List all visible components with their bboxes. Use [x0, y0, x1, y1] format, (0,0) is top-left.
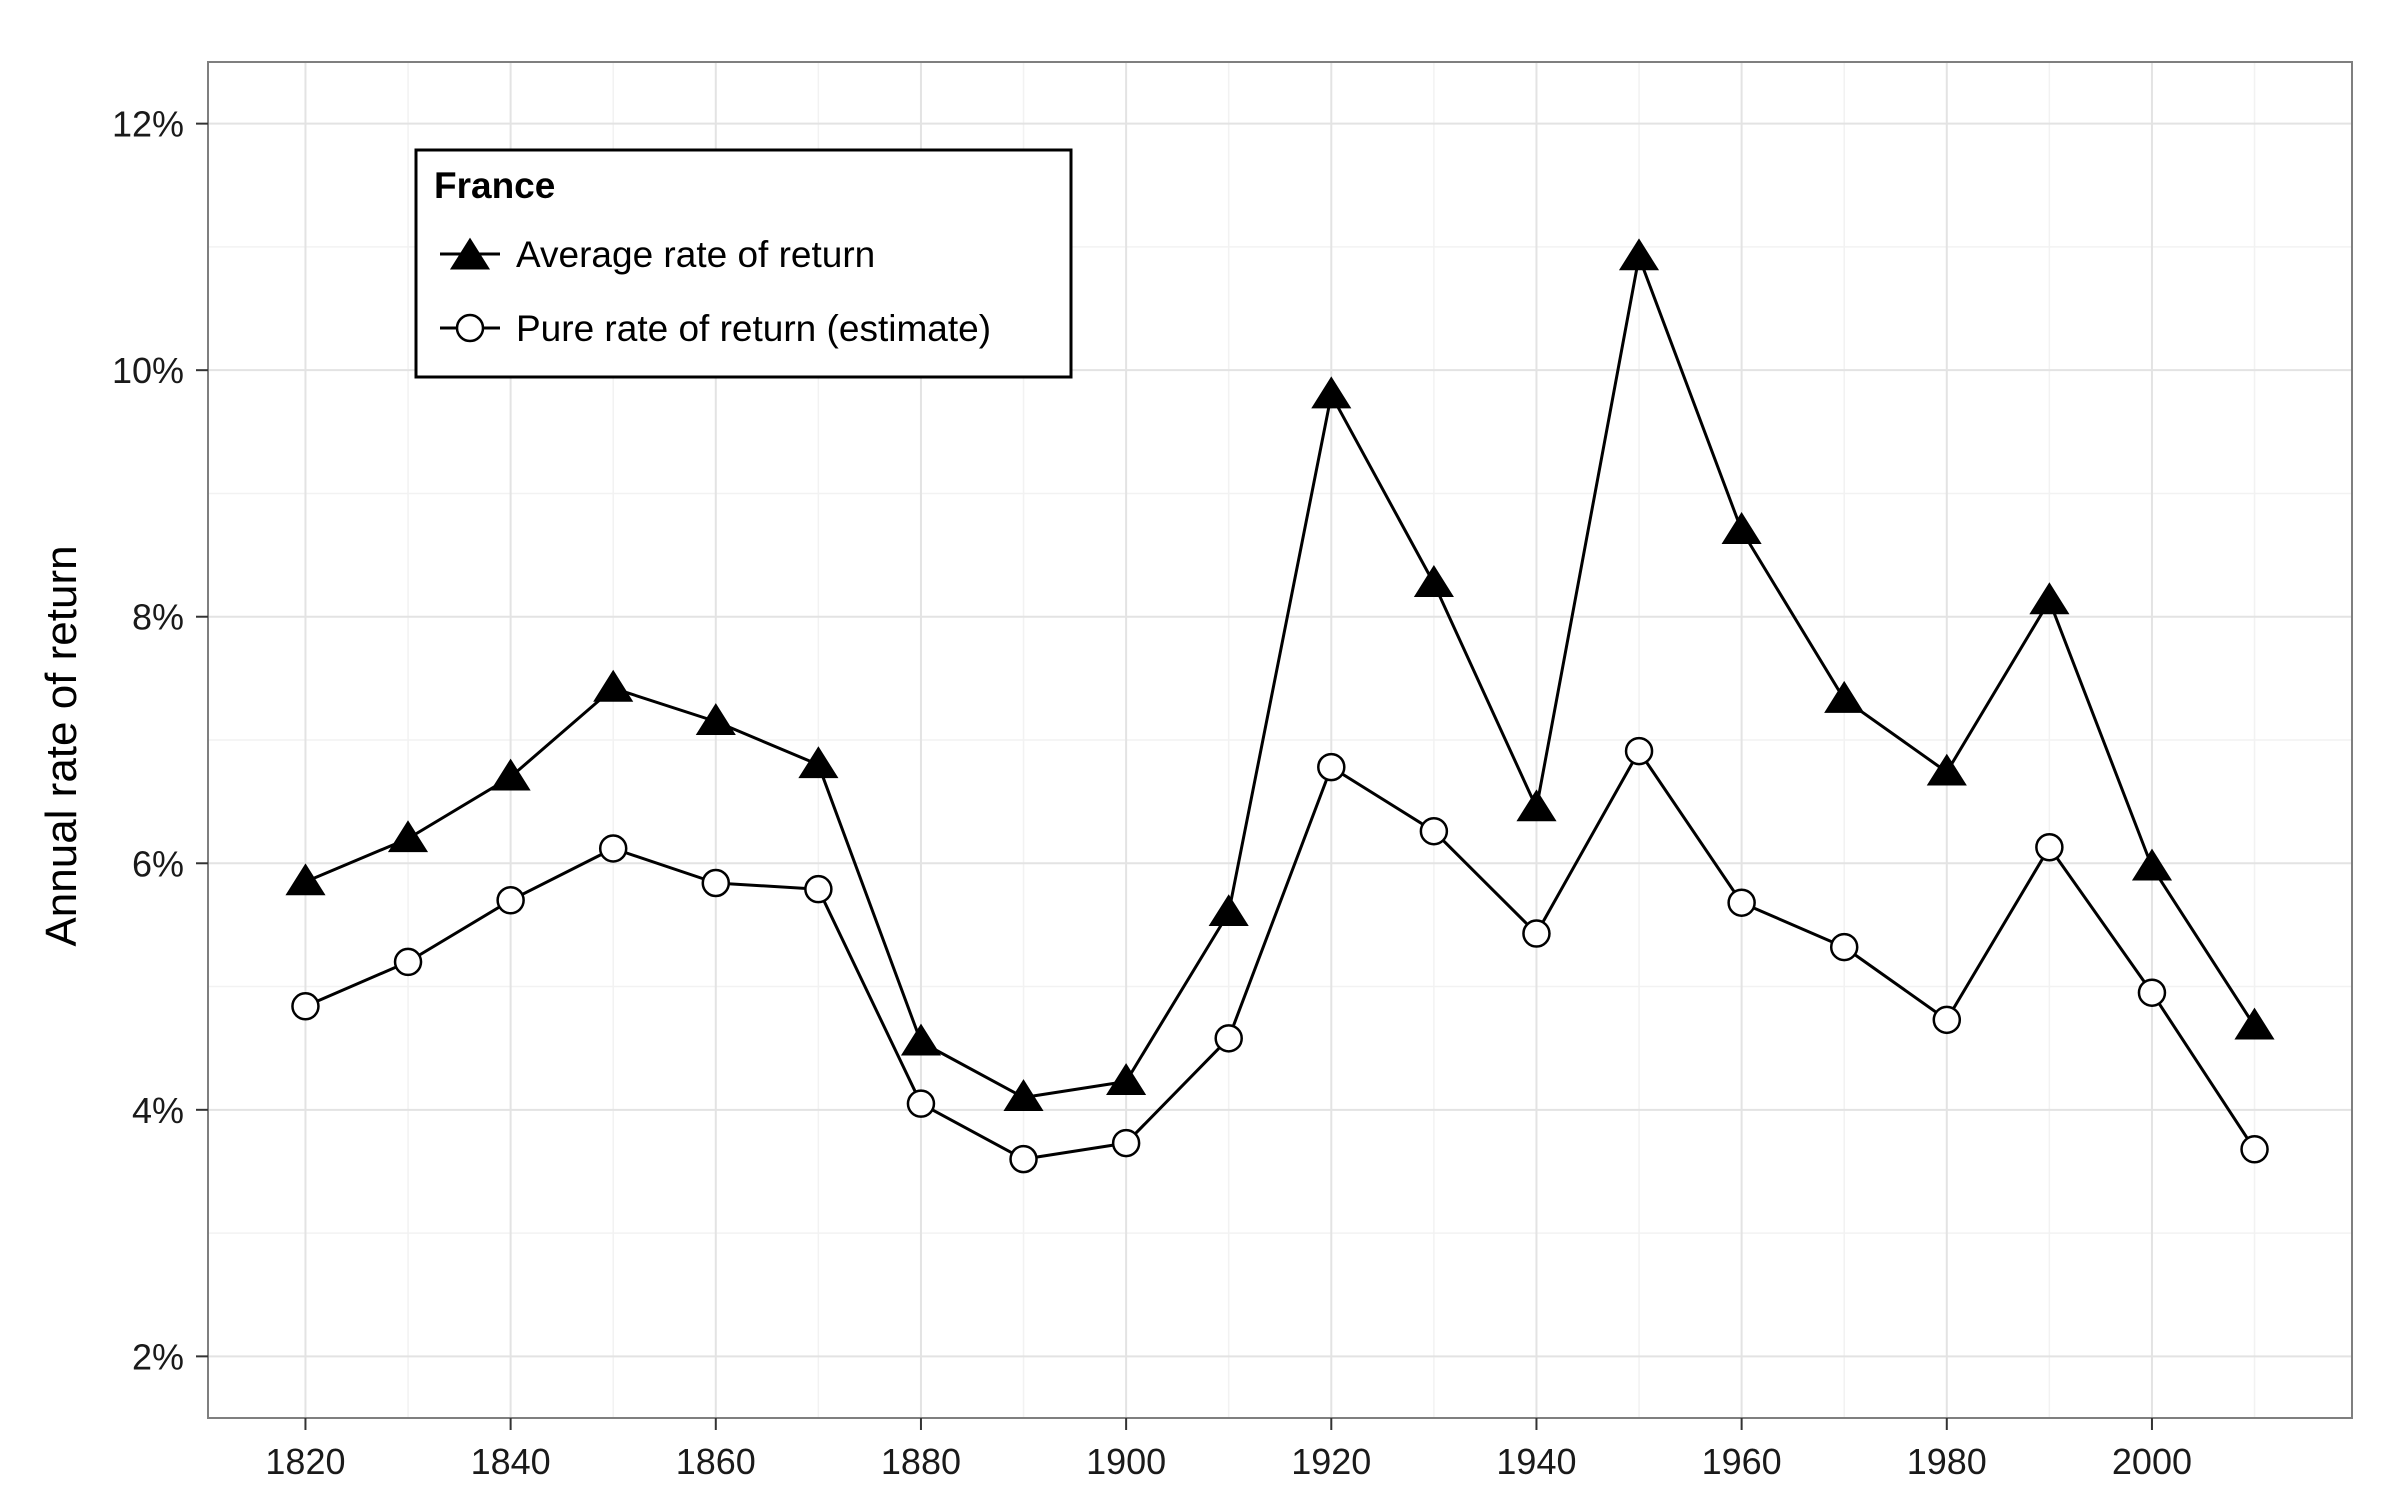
x-tick-label: 1960 — [1702, 1441, 1782, 1482]
data-point-triangle — [1413, 564, 1454, 597]
data-point-circle — [1522, 919, 1551, 948]
legend-entry: Pure rate of return (estimate) — [440, 308, 991, 349]
data-point-circle — [1829, 932, 1859, 962]
y-tick-label: 2% — [132, 1336, 184, 1377]
y-tick-label: 6% — [132, 843, 184, 884]
data-point-circle — [393, 947, 423, 977]
data-point-triangle — [285, 863, 326, 896]
y-tick-label: 12% — [112, 104, 184, 145]
data-point-circle — [1419, 816, 1449, 846]
legend-key-circle — [455, 313, 485, 343]
legend-label: Average rate of return — [516, 234, 875, 275]
data-point-triangle — [1106, 1063, 1147, 1095]
data-point-triangle — [1824, 680, 1865, 713]
data-point-triangle — [798, 746, 839, 779]
data-point-triangle — [695, 703, 736, 736]
legend-label: Pure rate of return (estimate) — [516, 308, 991, 349]
y-axis-tick-labels: 2% 4% 6% 8% 10% 12% — [112, 104, 184, 1378]
data-point-triangle — [1618, 238, 1660, 271]
x-tick-label: 2000 — [2112, 1441, 2192, 1482]
x-tick-label: 1900 — [1086, 1441, 1166, 1482]
data-point-circle — [1009, 1144, 1038, 1174]
data-point-triangle — [490, 758, 531, 791]
x-tick-label: 1880 — [881, 1441, 961, 1482]
data-point-triangle — [387, 820, 429, 853]
legend-key-triangle — [449, 237, 491, 270]
data-point-circle — [701, 868, 731, 898]
legend-entry: Average rate of return — [440, 234, 875, 275]
x-tick-label: 1840 — [471, 1441, 551, 1482]
legend-title: France — [434, 165, 555, 206]
data-point-circle — [1214, 1024, 1243, 1053]
x-tick-label: 1920 — [1291, 1441, 1371, 1482]
data-point-triangle — [900, 1023, 942, 1056]
data-point-circle — [2035, 832, 2064, 862]
data-point-triangle — [1721, 511, 1762, 544]
data-point-circle — [1111, 1128, 1141, 1158]
x-tick-label: 1860 — [676, 1441, 756, 1482]
series-2 — [291, 736, 2269, 1174]
data-point-circle — [906, 1089, 936, 1118]
y-axis-title: Annual rate of return — [37, 545, 86, 946]
plot-panel-border — [207, 61, 2353, 1419]
y-tick-label: 10% — [112, 350, 184, 391]
data-point-circle — [1624, 736, 1654, 766]
minor-gridlines — [208, 62, 2352, 1418]
x-axis-tick-labels: 1820 1840 1860 1880 1900 1920 1940 1960 1980 2000 — [265, 1441, 2192, 1482]
data-point-circle — [1727, 888, 1756, 917]
data-point-circle — [804, 874, 833, 904]
y-tick-label: 8% — [132, 597, 184, 638]
data-point-triangle — [2131, 848, 2173, 881]
data-point-triangle — [1926, 753, 1967, 786]
x-tick-label: 1980 — [1907, 1441, 1987, 1482]
data-point-triangle — [1516, 789, 1557, 822]
legend: France Average rate of return Pure rate o… — [414, 148, 1073, 379]
data-point-circle — [1932, 1005, 1962, 1035]
data-point-circle — [1317, 752, 1346, 782]
major-gridlines — [208, 62, 2352, 1418]
data-point-triangle — [1003, 1079, 1044, 1111]
series-line — [304, 255, 2256, 1099]
data-point-circle — [496, 886, 525, 915]
data-point-triangle — [1208, 894, 1249, 927]
data-point-circle — [291, 992, 320, 1021]
series-line — [304, 749, 2256, 1161]
legend-entries: Average rate of return Pure rate of retur… — [440, 234, 991, 349]
y-tick-label: 4% — [132, 1090, 184, 1131]
data-point-triangle — [2234, 1007, 2275, 1040]
data-point-circle — [598, 834, 628, 863]
data-point-triangle — [2029, 582, 2070, 615]
data-point-triangle — [593, 669, 634, 702]
data-point-circle — [2137, 978, 2167, 1007]
axis-ticks — [196, 122, 2153, 1430]
legend-box — [414, 148, 1073, 379]
series-1 — [285, 238, 2275, 1111]
x-tick-label: 1940 — [1496, 1441, 1576, 1482]
data-point-triangle — [1311, 376, 1352, 409]
x-tick-label: 1820 — [265, 1441, 345, 1482]
series-layer — [285, 238, 2275, 1174]
data-point-circle — [2240, 1135, 2269, 1164]
